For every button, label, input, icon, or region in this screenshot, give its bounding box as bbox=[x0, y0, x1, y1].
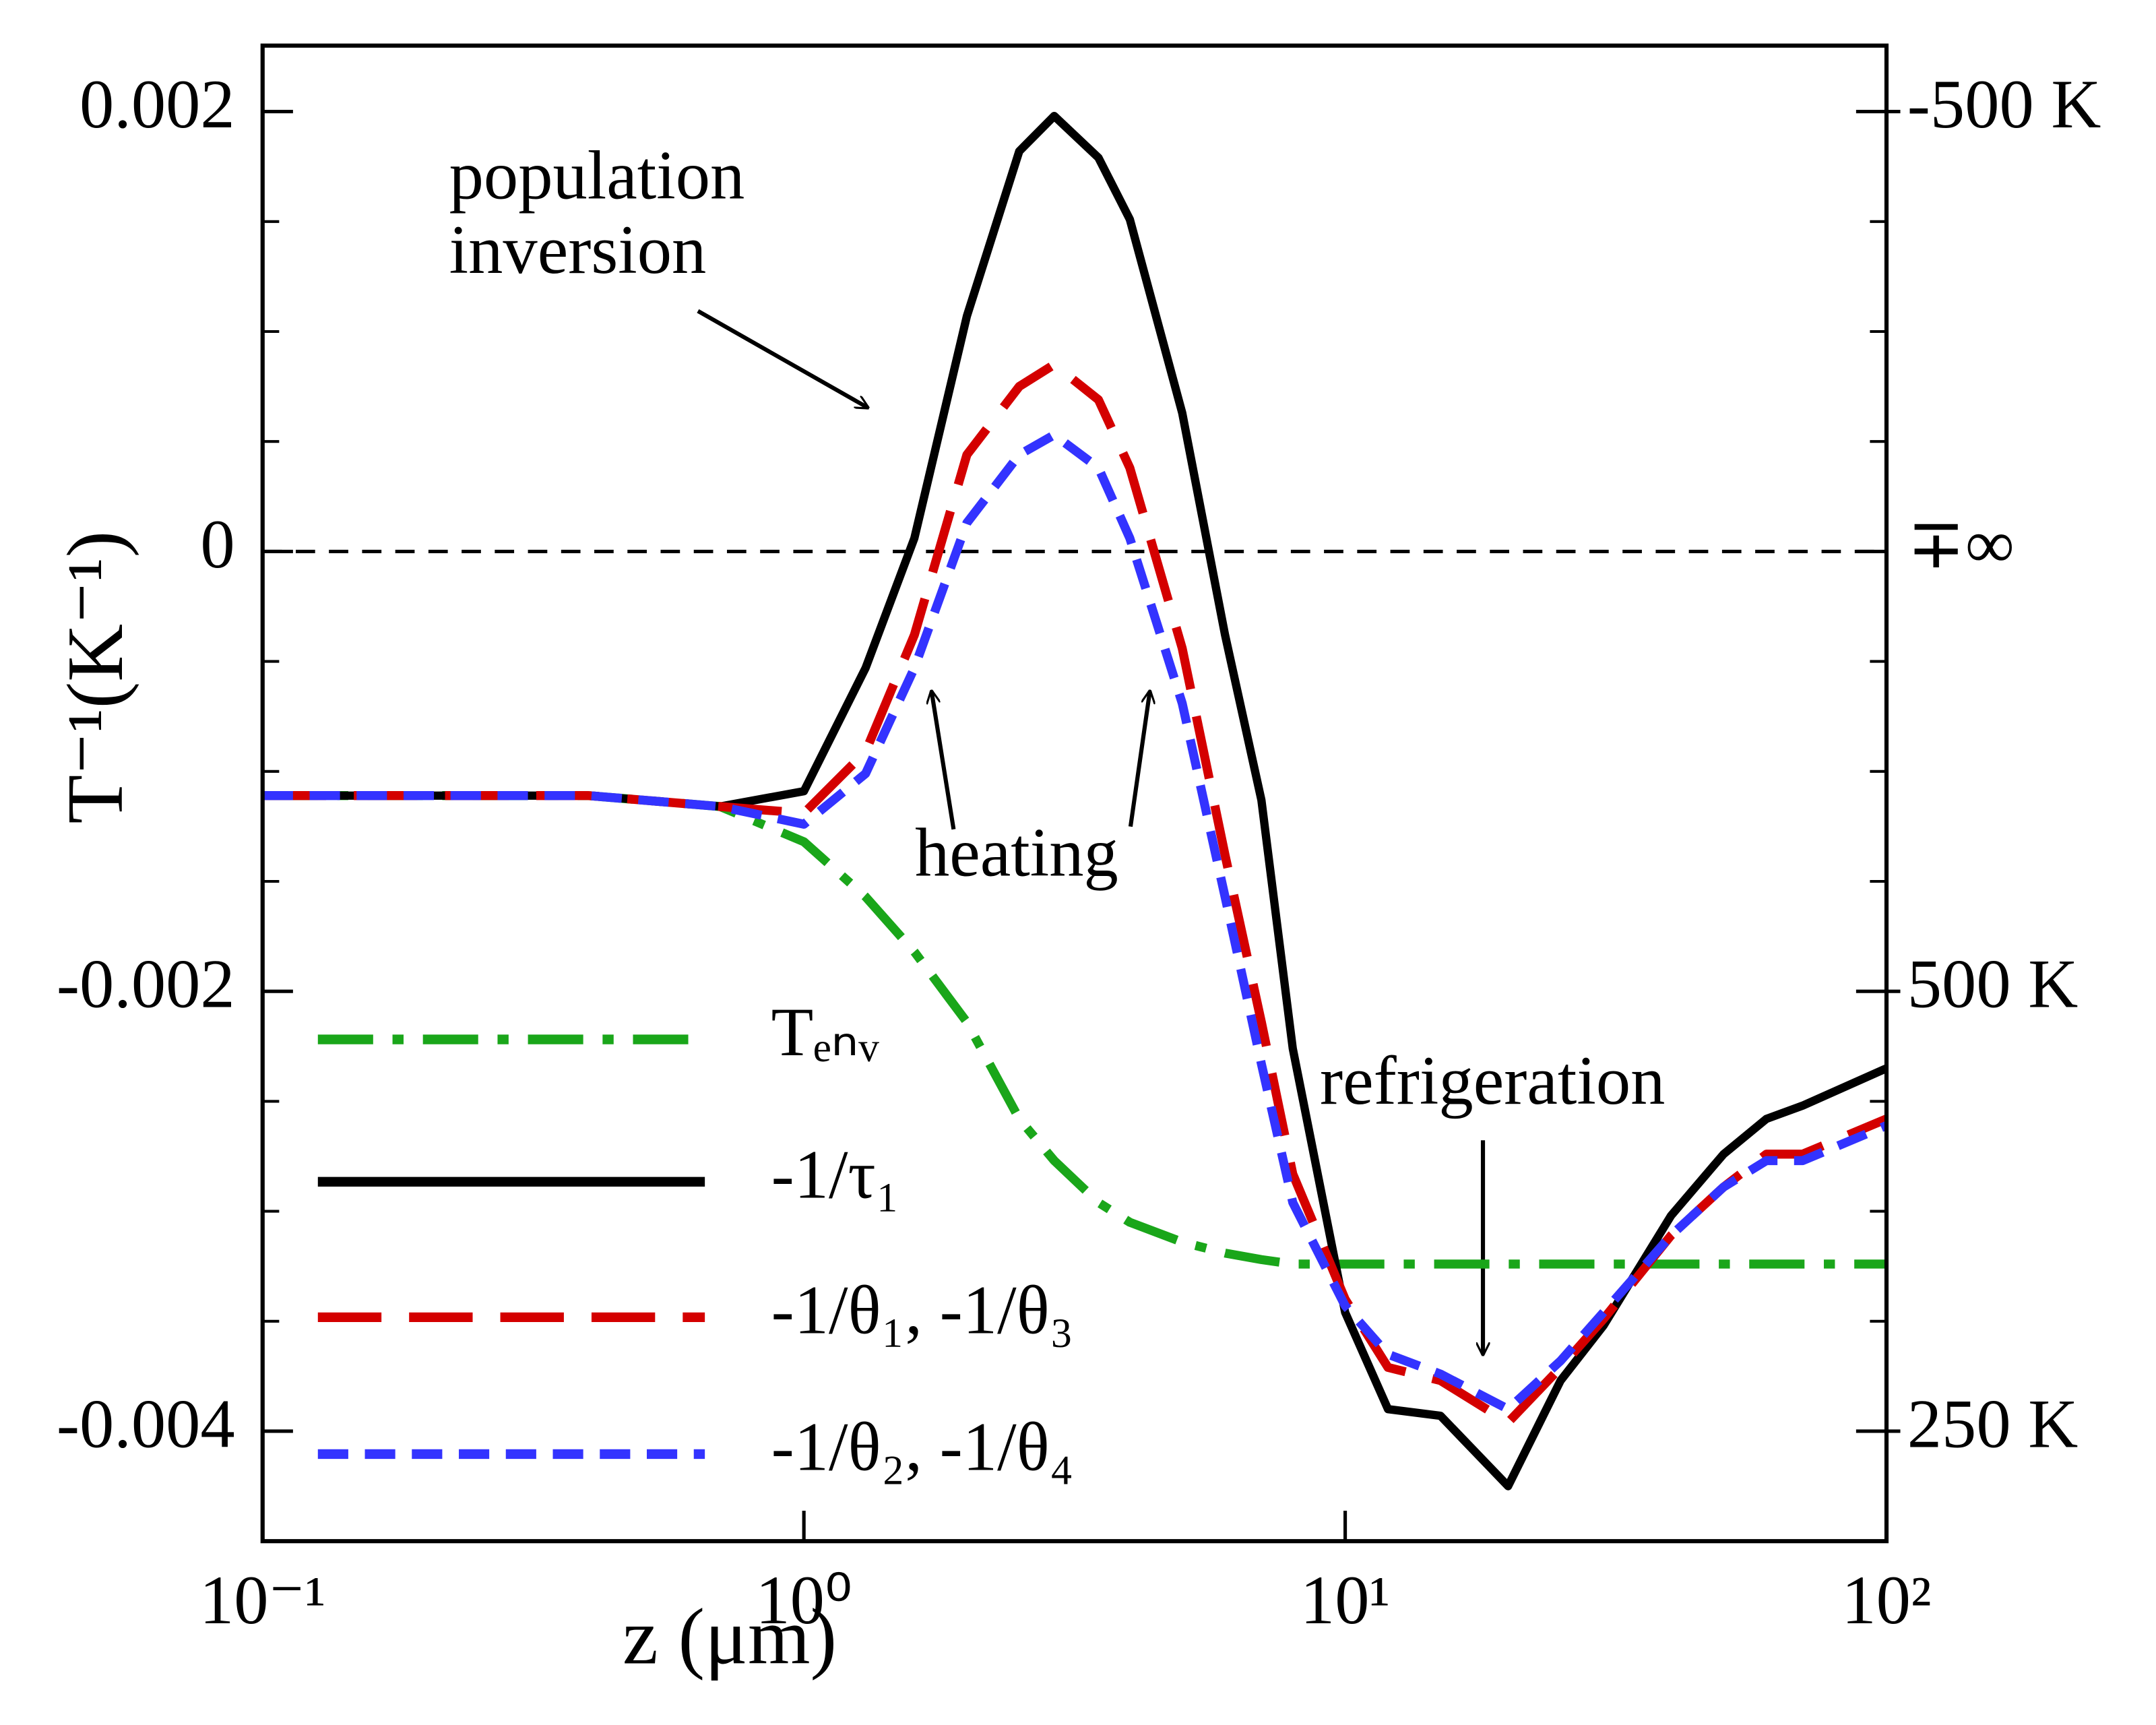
x-tick-label: 10² bbox=[1841, 1563, 1931, 1639]
series-line bbox=[262, 111, 1889, 1491]
annotation-arrow bbox=[697, 309, 868, 408]
y-tick-label: -0.004 bbox=[57, 1387, 235, 1463]
annotation: heating bbox=[915, 815, 1118, 891]
y-axis-label: T⁻¹(K⁻¹) bbox=[51, 531, 139, 824]
series-line bbox=[262, 430, 1889, 1414]
annotation-arrow bbox=[1128, 691, 1150, 827]
plot-frame bbox=[260, 43, 1889, 1544]
y2-tick-label: -500 K bbox=[1907, 67, 2101, 143]
x-tick-label: 10⁰ bbox=[755, 1563, 852, 1639]
y2-tick-label: 250 K bbox=[1907, 1387, 2079, 1463]
x-tick-label: 10⁻¹ bbox=[199, 1563, 325, 1639]
y2-tick-label: ∓∞ bbox=[1907, 507, 2015, 583]
legend-label: -1/θ₁, -1/θ₃ bbox=[771, 1272, 1074, 1348]
series-line bbox=[262, 360, 1889, 1427]
annotation: inversion bbox=[449, 212, 707, 288]
x-tick-label: 10¹ bbox=[1300, 1563, 1390, 1639]
x-axis-label: z (μm) bbox=[623, 1592, 837, 1681]
y-tick-label: 0 bbox=[200, 507, 234, 583]
legend-label: -1/θ₂, -1/θ₄ bbox=[771, 1409, 1074, 1485]
annotation-arrow bbox=[932, 691, 956, 830]
annotation: refrigeration bbox=[1320, 1043, 1665, 1119]
annotation: population bbox=[449, 137, 745, 214]
y-tick-label: -0.002 bbox=[57, 947, 235, 1023]
y-tick-label: 0.002 bbox=[80, 67, 235, 143]
y2-tick-label: 500 K bbox=[1907, 947, 2079, 1023]
legend-label: Tₑₙᵥ bbox=[771, 995, 880, 1071]
legend-label: -1/τ₁ bbox=[771, 1137, 900, 1213]
